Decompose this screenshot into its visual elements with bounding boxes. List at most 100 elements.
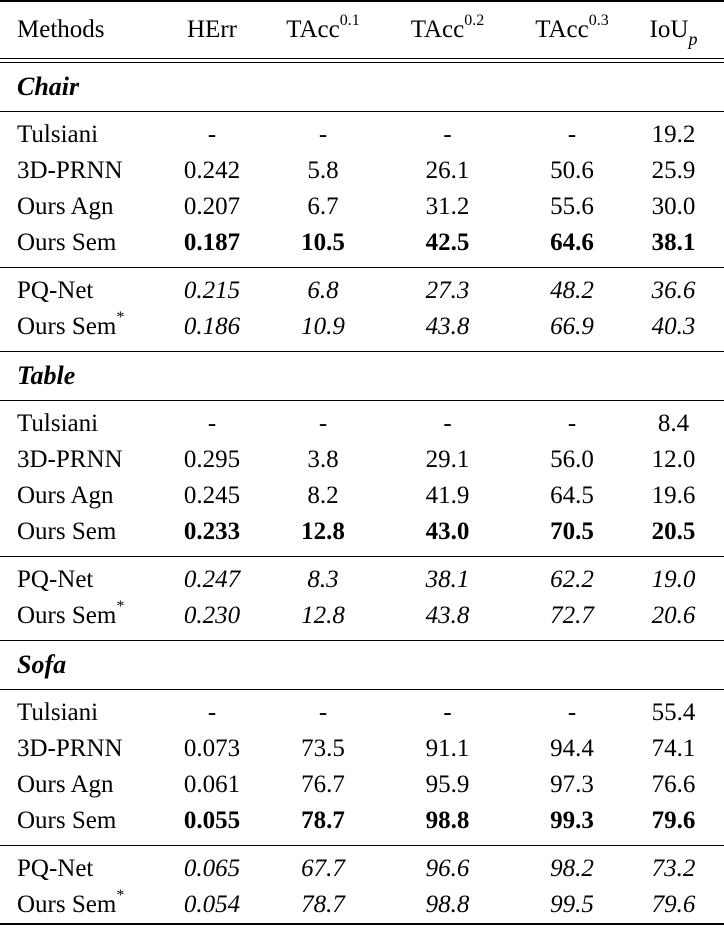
results-table-container: Methods HErr TAcc0.1 TAcc0.2 TAcc0.3 IoU… bbox=[0, 0, 724, 925]
iou-p-cell: 74.1 bbox=[651, 735, 696, 762]
table-row: Ours Sem 0.233 12.8 43.0 70.5 20.5 bbox=[0, 514, 724, 557]
header-row: Methods HErr TAcc0.1 TAcc0.2 TAcc0.3 IoU… bbox=[0, 0, 724, 59]
tacc-0-2-cell: 98.8 bbox=[384, 887, 511, 925]
tacc-0-3-cell: 64.6 bbox=[511, 225, 633, 268]
tacc-0-3-cell: 72.7 bbox=[511, 598, 633, 641]
table-row: Ours Agn 0.207 6.7 31.2 55.6 30.0 bbox=[0, 189, 724, 225]
tacc-0-3-cell: 99.5 bbox=[511, 887, 633, 925]
iou-p-cell: 20.6 bbox=[633, 598, 724, 641]
iou-p-cell: 55.4 bbox=[651, 699, 696, 726]
herr-cell: 0.187 bbox=[162, 225, 262, 268]
iou-p-cell: 19.0 bbox=[651, 566, 696, 593]
tacc-0-2-cell: 38.1 bbox=[425, 566, 470, 593]
iou-p-cell: 79.6 bbox=[633, 887, 724, 925]
iou-p-cell: 73.2 bbox=[651, 855, 696, 882]
tacc-0-3-cell: 98.2 bbox=[550, 855, 594, 882]
method-label: Tulsiani bbox=[17, 410, 99, 437]
method-cell: Ours Agn bbox=[0, 478, 162, 514]
herr-cell: 0.073 bbox=[183, 735, 241, 762]
tacc-0-2-cell: 91.1 bbox=[425, 735, 470, 762]
herr-cell: 0.295 bbox=[183, 446, 241, 473]
iou-p-cell: 40.3 bbox=[633, 309, 724, 352]
tacc-0-2-cell: 42.5 bbox=[384, 225, 511, 268]
tacc-0-2-cell: - bbox=[443, 121, 452, 148]
table-body: Chair Tulsiani - - - - 19.2 3D-PRNN 0.242 5.8 26.1… bbox=[0, 58, 724, 925]
method-label: Ours Sem bbox=[17, 518, 117, 545]
table-row: Ours Sem* 0.230 12.8 43.8 72.7 20.6 bbox=[0, 598, 724, 641]
section-header-row: Chair bbox=[0, 62, 724, 112]
section-title: Table bbox=[0, 351, 724, 401]
tacc-0-1-cell: - bbox=[318, 410, 328, 437]
method-label: Ours Sem bbox=[17, 229, 117, 256]
section-header-row: Sofa bbox=[0, 640, 724, 690]
tacc-0-3-cell: 56.0 bbox=[550, 446, 594, 473]
tacc-0-2-cell: 26.1 bbox=[425, 157, 470, 184]
tacc-0-1-cell: 3.8 bbox=[307, 446, 339, 473]
herr-cell: 0.054 bbox=[162, 887, 262, 925]
header-tacc-0-1-base: TAcc bbox=[286, 16, 340, 43]
method-label: PQ-Net bbox=[17, 855, 94, 882]
table-row: Ours Agn 0.061 76.7 95.9 97.3 76.6 bbox=[0, 767, 724, 803]
tacc-0-2-cell: 41.9 bbox=[425, 482, 470, 509]
tacc-0-3-cell: 62.2 bbox=[550, 566, 594, 593]
herr-cell: 0.245 bbox=[183, 482, 241, 509]
iou-p-cell: 20.5 bbox=[633, 514, 724, 557]
method-cell: PQ-Net bbox=[0, 268, 162, 310]
method-cell: Tulsiani bbox=[0, 112, 162, 154]
double-rule bbox=[0, 58, 724, 63]
table-row: 3D-PRNN 0.073 73.5 91.1 94.4 74.1 bbox=[0, 731, 724, 767]
method-cell: Ours Sem* bbox=[0, 598, 162, 641]
section-header-row: Table bbox=[0, 351, 724, 401]
tacc-0-2-cell: 43.8 bbox=[384, 309, 511, 352]
header-tacc-0-2-sup: 0.2 bbox=[464, 11, 485, 29]
tacc-0-1-cell: 6.7 bbox=[307, 193, 339, 220]
method-asterisk: * bbox=[116, 597, 125, 615]
herr-cell: - bbox=[207, 410, 217, 437]
method-cell: 3D-PRNN bbox=[0, 153, 162, 189]
herr-cell: 0.207 bbox=[183, 193, 241, 220]
tacc-0-3-cell: 50.6 bbox=[550, 157, 594, 184]
tacc-0-1-cell: 78.7 bbox=[262, 803, 384, 846]
herr-cell: 0.242 bbox=[183, 157, 241, 184]
tacc-0-3-cell: 70.5 bbox=[511, 514, 633, 557]
table-row: PQ-Net 0.247 8.3 38.1 62.2 19.0 bbox=[0, 557, 724, 599]
tacc-0-3-cell: 55.6 bbox=[550, 193, 594, 220]
header-herr: HErr bbox=[162, 0, 262, 59]
herr-cell: 0.065 bbox=[183, 855, 241, 882]
tacc-0-3-cell: - bbox=[567, 410, 577, 437]
method-cell: Ours Sem* bbox=[0, 309, 162, 352]
herr-cell: 0.186 bbox=[162, 309, 262, 352]
header-iou-p: IoUp bbox=[633, 0, 724, 59]
header-tacc-0-2-base: TAcc bbox=[410, 16, 465, 43]
table-row: 3D-PRNN 0.242 5.8 26.1 50.6 25.9 bbox=[0, 153, 724, 189]
header-iou-sub: p bbox=[688, 29, 698, 49]
tacc-0-1-cell: 12.8 bbox=[262, 598, 384, 641]
results-table: Methods HErr TAcc0.1 TAcc0.2 TAcc0.3 IoU… bbox=[0, 0, 724, 925]
tacc-0-3-cell: - bbox=[567, 121, 577, 148]
iou-p-cell: 38.1 bbox=[633, 225, 724, 268]
table-row: Ours Sem 0.187 10.5 42.5 64.6 38.1 bbox=[0, 225, 724, 268]
iou-p-cell: 19.2 bbox=[651, 121, 696, 148]
method-label: Tulsiani bbox=[17, 699, 99, 726]
method-label: Ours Sem bbox=[17, 313, 117, 340]
tacc-0-1-cell: 78.7 bbox=[262, 887, 384, 925]
method-cell: Ours Agn bbox=[0, 767, 162, 803]
tacc-0-2-cell: 43.0 bbox=[384, 514, 511, 557]
iou-p-cell: 12.0 bbox=[651, 446, 696, 473]
tacc-0-1-cell: 73.5 bbox=[301, 735, 345, 762]
method-label: PQ-Net bbox=[17, 277, 94, 304]
section-title: Chair bbox=[0, 62, 724, 112]
method-label: Ours Agn bbox=[17, 193, 114, 220]
method-cell: PQ-Net bbox=[0, 557, 162, 599]
section-title: Sofa bbox=[0, 640, 724, 690]
herr-cell: 0.061 bbox=[183, 771, 241, 798]
method-label: Ours Agn bbox=[17, 482, 114, 509]
tacc-0-2-cell: 27.3 bbox=[425, 277, 470, 304]
tacc-0-1-cell: 12.8 bbox=[262, 514, 384, 557]
header-tacc-0-1-sup: 0.1 bbox=[339, 11, 360, 29]
tacc-0-3-cell: 97.3 bbox=[550, 771, 594, 798]
header-iou-base: IoU bbox=[649, 16, 689, 43]
iou-p-cell: 25.9 bbox=[651, 157, 696, 184]
herr-cell: - bbox=[207, 699, 217, 726]
method-label: Ours Sem bbox=[17, 807, 117, 834]
